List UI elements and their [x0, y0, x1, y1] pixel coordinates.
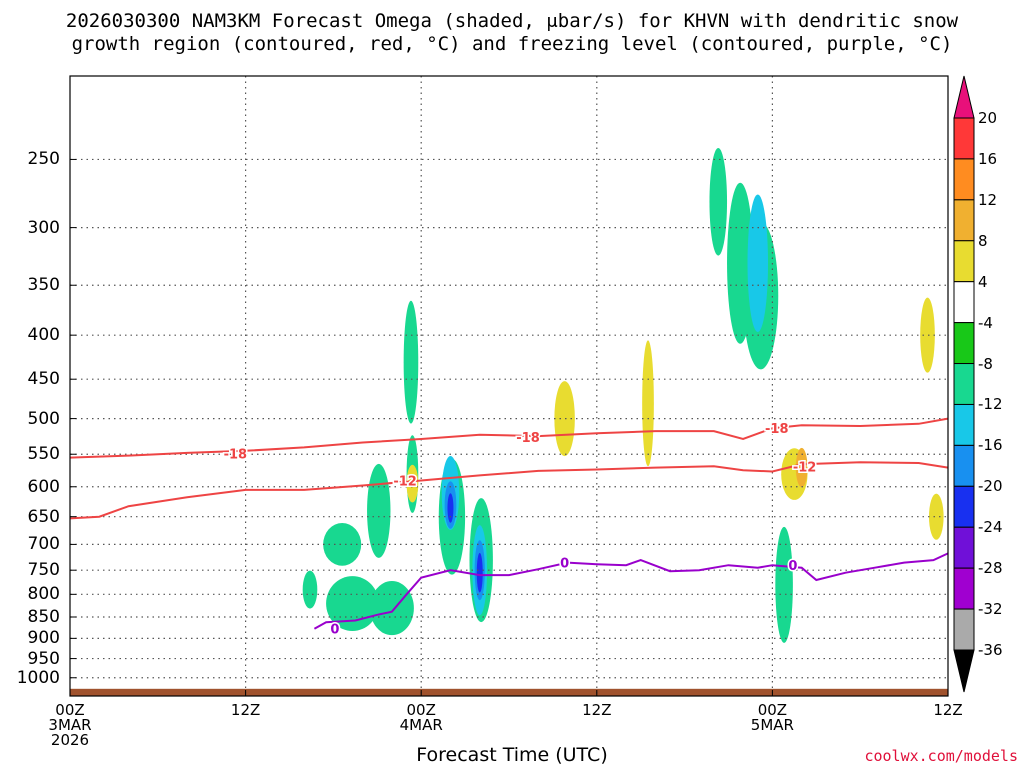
x-tick-label-0: 00Z 3MAR 2026 [48, 703, 91, 748]
contour-label--18-1: -18 [516, 431, 540, 446]
y-tick-label-700: 700 [27, 534, 60, 555]
colorbar-label--8: -8 [978, 354, 993, 373]
x-tick-label-line: 4MAR [399, 716, 443, 734]
colorbar-label--4: -4 [978, 313, 993, 332]
omega-area-19 [476, 552, 483, 593]
chart-title-line-1: 2026030300 NAM3KM Forecast Omega (shaded… [65, 10, 959, 32]
omega-area-21 [642, 340, 654, 467]
colorbar-band-11 [953, 567, 975, 610]
y-tick-label-800: 800 [27, 584, 60, 605]
colorbar-band-5 [953, 322, 975, 365]
colorbar-label--32: -32 [978, 600, 1003, 619]
colorbar-label--28: -28 [978, 559, 1003, 578]
omega-area-9 [709, 148, 728, 256]
y-tick-label-500: 500 [27, 408, 60, 429]
y-tick-label-400: 400 [27, 325, 60, 346]
y-tick-label-550: 550 [27, 444, 60, 465]
contour-0 [313, 552, 949, 630]
colorbar-label--12: -12 [978, 395, 1003, 414]
plot-frame [69, 75, 949, 697]
colorbar-band-8 [953, 444, 975, 487]
y-tick-label-450: 450 [27, 369, 60, 390]
colorbar-band-4 [953, 281, 975, 324]
colorbar-label--24: -24 [978, 518, 1003, 537]
colorbar-band-3 [953, 240, 975, 283]
x-tick-label-line: 00Z [406, 701, 436, 719]
y-tick-label-900: 900 [27, 628, 60, 649]
x-tick-label-line: 3MAR [48, 716, 92, 734]
omega-area-23 [920, 297, 935, 373]
x-tick-label-line: 2026 [50, 731, 90, 749]
contour-label-0-0: 0 [330, 623, 339, 638]
colorbar-band-1 [953, 158, 975, 201]
contour-label--12-0: -12 [393, 474, 417, 489]
y-tick-label-1000: 1000 [16, 667, 60, 688]
y-tick-label-250: 250 [27, 149, 60, 170]
y-tick-label-750: 750 [27, 560, 60, 581]
x-tick-label-24: 00Z 4MAR [400, 703, 443, 733]
omega-area-20 [554, 381, 575, 457]
colorbar-band-6 [953, 363, 975, 405]
x-tick-label-line: 12Z [933, 701, 963, 719]
x-tick-label-48: 00Z 5MAR [751, 703, 794, 733]
x-tick-label-12: 12Z [231, 703, 260, 718]
contour-label--18-0: -18 [224, 448, 248, 463]
colorbar-top-arrow [953, 75, 975, 119]
y-tick-label-850: 850 [27, 606, 60, 627]
x-tick-label-36: 12Z [582, 703, 611, 718]
credit-link[interactable]: coolwx.com/models [864, 747, 1018, 765]
omega-area-4 [369, 581, 414, 636]
contour--18 [69, 417, 949, 459]
colorbar-band-0 [953, 117, 975, 160]
x-axis-label: Forecast Time (UTC) [416, 744, 608, 766]
omega-area-12 [775, 526, 793, 643]
y-tick-label-300: 300 [27, 217, 60, 238]
colorbar-label-8: 8 [978, 231, 988, 250]
contour-label-0-1: 0 [560, 557, 569, 572]
x-tick-label-line: 00Z [55, 701, 85, 719]
colorbar-label--36: -36 [978, 641, 1003, 659]
contour--12 [69, 461, 949, 520]
x-tick-label-line: 12Z [230, 701, 261, 719]
colorbar-band-10 [953, 526, 975, 569]
colorbar-band-7 [953, 403, 975, 446]
colorbar-label-12: 12 [978, 190, 998, 209]
colorbar-label--16: -16 [978, 436, 1003, 455]
y-tick-label-600: 600 [27, 476, 60, 497]
colorbar-band-12 [953, 608, 975, 651]
y-tick-label-950: 950 [27, 648, 60, 669]
x-tick-label-60: 12Z [933, 703, 962, 718]
colorbar-label-16: 16 [978, 149, 998, 168]
x-tick-label-line: 5MAR [750, 716, 794, 734]
colorbar-label-20: 20 [978, 109, 998, 127]
colorbar-band-9 [953, 485, 975, 528]
y-tick-label-350: 350 [27, 275, 60, 296]
omega-area-2 [302, 570, 318, 609]
omega-area-18 [447, 493, 454, 523]
omega-area-13 [747, 194, 769, 332]
colorbar-label--20: -20 [978, 477, 1003, 496]
omega-area-0 [323, 523, 362, 566]
ground-strip [70, 688, 948, 696]
colorbar-label-4: 4 [978, 272, 988, 291]
omega-area-26 [795, 447, 808, 488]
omega-area-25 [406, 464, 419, 503]
contour-label-0-2: 0 [788, 559, 797, 574]
omega-area-5 [403, 300, 419, 424]
colorbar-bottom-arrow [953, 649, 975, 693]
colorbar-band-2 [953, 199, 975, 242]
y-tick-label-650: 650 [27, 506, 60, 527]
x-tick-label-line: 00Z [757, 701, 788, 719]
omega-area-3 [367, 463, 391, 558]
contour-label--12-1: -12 [793, 460, 817, 475]
contour-label--18-2: -18 [765, 422, 789, 437]
omega-area-24 [928, 493, 944, 540]
chart-title-line-2: growth region (contoured, red, °C) and f… [71, 33, 953, 55]
x-tick-label-line: 12Z [582, 701, 612, 719]
